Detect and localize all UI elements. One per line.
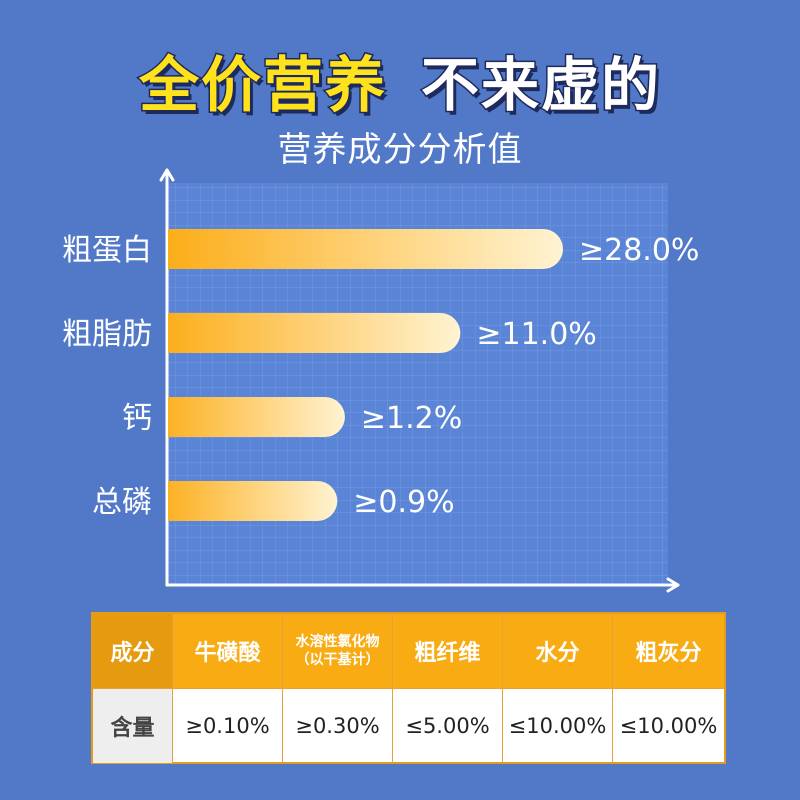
table-row-label: 含量 [93, 689, 173, 763]
bar-chart: 粗蛋白 ≥28.0% 粗脂肪 ≥11.0% 钙 ≥1.2% 总磷 ≥0.9% [62, 168, 699, 593]
value-label: ≥0.9% [353, 485, 454, 520]
table-cell: ≤10.00% [503, 689, 613, 763]
table-row: 含量 ≥0.10% ≥0.30% ≤5.00% ≤10.00% ≤10.00% [93, 688, 724, 763]
nutrition-table: 成分 牛磺酸 水溶性氯化物 （以干基计） 粗纤维 水分 粗灰分 含量 ≥0.10… [91, 612, 726, 764]
table-header-cell: 粗纤维 [393, 614, 503, 688]
chart-subtitle: 营养成分分析值 [277, 130, 523, 170]
table-cell: ≥0.10% [173, 689, 283, 763]
table-header-line: （以干基计） [295, 652, 380, 668]
table-cell: ≤10.00% [619, 714, 718, 738]
value-label: ≥28.0% [579, 233, 699, 268]
y-axis [159, 168, 175, 587]
category-label: 粗脂肪 [62, 317, 152, 352]
category-label: 粗蛋白 [62, 233, 152, 268]
title-highlight: 全价营养 [137, 49, 387, 122]
table-cell: ≤5.00% [393, 689, 503, 763]
bar [168, 229, 563, 269]
value-label: ≥11.0% [476, 317, 596, 352]
title: 全价营养 不来虚的 [0, 40, 800, 122]
value-label: ≥1.2% [361, 401, 462, 436]
category-label: 总磷 [92, 485, 152, 520]
table-header-row: 成分 牛磺酸 水溶性氯化物 （以干基计） 粗纤维 水分 粗灰分 [93, 614, 724, 688]
table-header-cell: 水分 [503, 614, 613, 688]
table-header-cell: 牛磺酸 [173, 614, 283, 688]
table-header-line: 水溶性氯化物 [295, 634, 380, 650]
category-label: 钙 [122, 401, 152, 436]
table-header-cell: 粗灰分 [635, 641, 702, 666]
table-header-cell: 水溶性氯化物 （以干基计） [283, 614, 393, 688]
title-rest: 不来虚的 [419, 50, 661, 121]
table-header-cell: 成分 [93, 614, 173, 688]
bar [168, 481, 338, 521]
table-cell: ≥0.30% [283, 689, 393, 763]
x-axis [165, 577, 680, 593]
bar [168, 397, 345, 437]
bar [168, 313, 461, 353]
